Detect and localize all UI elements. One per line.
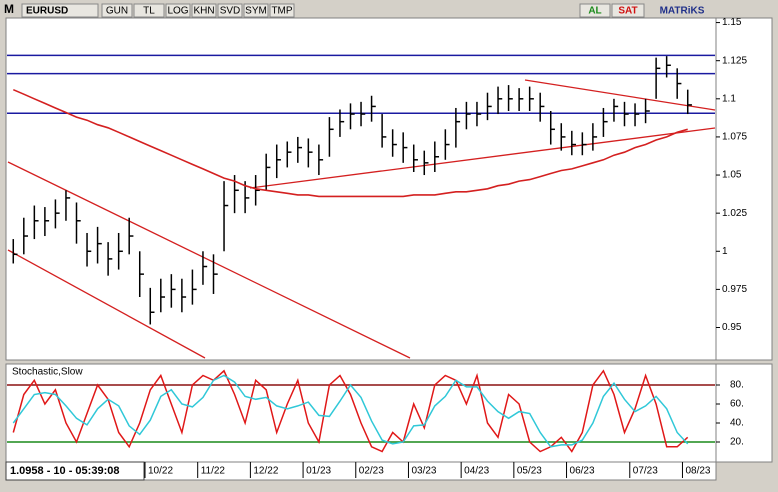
x-tick-label: 10/22 — [148, 466, 173, 477]
price-axis — [715, 17, 773, 361]
status-box — [5, 461, 145, 481]
toolbar-button[interactable] — [243, 3, 269, 18]
toolbar-label: SVD — [220, 6, 241, 17]
channel-line — [7, 161, 411, 359]
logo[interactable]: M — [4, 2, 14, 16]
y-tick-label: 1.125 — [722, 55, 747, 66]
indicator-title: Stochastic,Slow — [12, 367, 83, 378]
toolbar-button[interactable] — [269, 3, 295, 18]
sell: SAT — [618, 6, 637, 17]
y-tick-label: 20. — [730, 437, 744, 448]
toolbar-label: SYM — [245, 6, 267, 17]
x-tick-label: 03/23 — [411, 466, 436, 477]
x-tick-label: 04/23 — [464, 466, 489, 477]
toolbar-button[interactable] — [165, 3, 191, 18]
stoch-axis — [715, 363, 773, 463]
toolbar-button[interactable] — [217, 3, 243, 18]
brand: MATRiKS — [660, 6, 705, 17]
y-tick-label: 60. — [730, 399, 744, 410]
toolbar-label: TMP — [271, 6, 292, 17]
toolbar-label: KHN — [193, 6, 214, 17]
stoch-line — [12, 374, 689, 448]
x-tick-label: 08/23 — [685, 466, 710, 477]
y-tick-label: 1.075 — [722, 132, 747, 143]
toolbar-label: TL — [143, 6, 155, 17]
channel-line — [7, 249, 206, 359]
y-tick-label: 1 — [722, 246, 728, 257]
y-tick-label: 1.05 — [722, 170, 742, 181]
trend-line — [249, 127, 716, 189]
trend-line — [524, 79, 716, 111]
price-panel — [5, 17, 717, 361]
stoch-panel — [5, 363, 717, 463]
x-tick-label: 07/23 — [633, 466, 658, 477]
buy-btn[interactable] — [579, 3, 611, 18]
moving-average — [12, 88, 688, 198]
x-tick-label: 05/23 — [517, 466, 542, 477]
symbol: EURUSD — [26, 6, 68, 17]
toolbar-label: GUN — [106, 6, 128, 17]
sell-btn[interactable] — [611, 3, 645, 18]
y-tick-label: 0.975 — [722, 284, 747, 295]
status: 1.0958 - 10 - 05:39:08 — [10, 465, 119, 477]
toolbar-button[interactable] — [191, 3, 217, 18]
toolbar-button[interactable] — [133, 3, 165, 18]
x-tick-label: 01/23 — [306, 466, 331, 477]
x-tick-label: 02/23 — [359, 466, 384, 477]
y-tick-label: 1.1 — [722, 93, 736, 104]
y-tick-label: 0.95 — [722, 322, 742, 333]
y-tick-label: 1.025 — [722, 208, 747, 219]
y-tick-label: 80. — [730, 380, 744, 391]
y-tick-label: 40. — [730, 418, 744, 429]
toolbar-button[interactable] — [101, 3, 133, 18]
x-tick-label: 12/22 — [253, 466, 278, 477]
toolbar-label: LOG — [167, 6, 188, 17]
y-tick-label: 1.15 — [722, 17, 742, 28]
buy: AL — [588, 6, 601, 17]
x-tick-label: 11/22 — [201, 466, 226, 477]
stoch-line — [12, 369, 689, 453]
trend-lines — [7, 79, 716, 359]
x-tick-label: 06/23 — [570, 466, 595, 477]
symbol-box[interactable] — [21, 3, 99, 18]
